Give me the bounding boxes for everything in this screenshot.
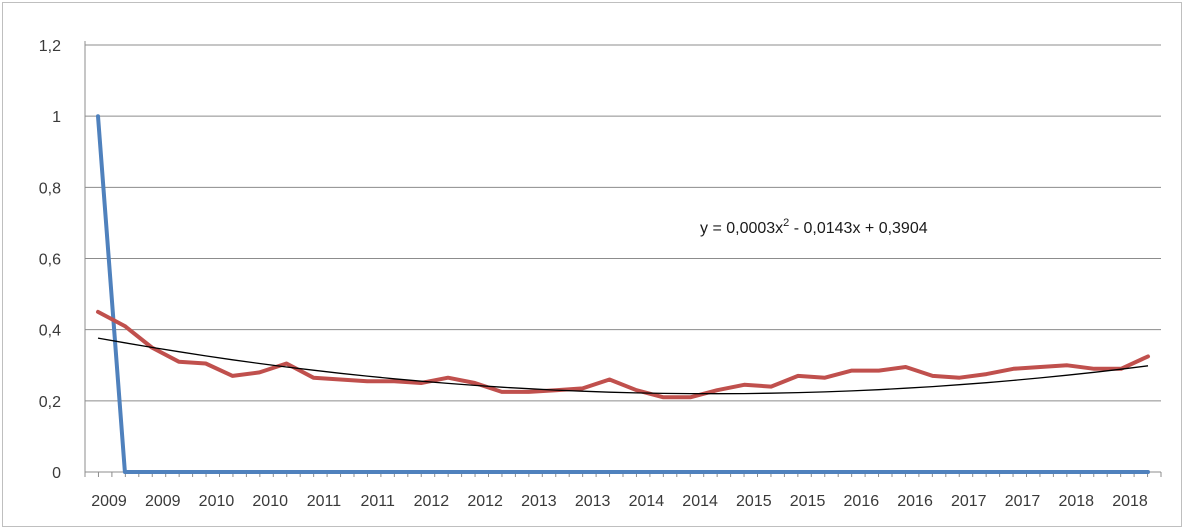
x-axis-tick-labels: 2009 2009 2010 2010 2011 2011 2012 2012 2013 2013… xyxy=(91,493,1148,510)
x-tick-label: 2012 xyxy=(467,493,503,510)
x-tick-label: 2018 xyxy=(1058,493,1094,510)
y-tick-label: 0 xyxy=(52,465,61,482)
x-tick-label: 2016 xyxy=(844,493,880,510)
trendline xyxy=(97,337,1149,395)
x-tick-label: 2017 xyxy=(951,493,987,510)
x-tick-label: 2013 xyxy=(521,493,557,510)
trendline-equation-lhs: y = 0,0003x xyxy=(700,220,783,237)
x-tick-label: 2015 xyxy=(790,493,826,510)
y-tick-label: 0,8 xyxy=(39,180,61,197)
plot-series xyxy=(96,114,1150,474)
series-line xyxy=(96,114,1150,474)
y-tick-label: 0,4 xyxy=(39,323,61,340)
x-tick-label: 2015 xyxy=(736,493,772,510)
trendline-equation-rhs: - 0,0143x + 0,3904 xyxy=(789,220,927,237)
chart-svg: 00,20,40,60,811,2 2009 2009 2010 2010 2011 20… xyxy=(39,38,1162,510)
x-tick-label: 2016 xyxy=(897,493,933,510)
x-tick-label: 2014 xyxy=(682,493,718,510)
x-tick-label: 2009 xyxy=(91,493,127,510)
x-tick-label: 2012 xyxy=(414,493,450,510)
x-tick-label: 2014 xyxy=(629,493,665,510)
x-tick-label: 2011 xyxy=(307,493,342,510)
trendline-equation: y = 0,0003x2 - 0,0143x + 0,3904 xyxy=(700,217,928,237)
x-tick-label: 2009 xyxy=(145,493,181,510)
x-tick-label: 2013 xyxy=(575,493,611,510)
y-tick-label: 1 xyxy=(52,109,61,126)
x-tick-label: 2010 xyxy=(252,493,288,510)
series-line xyxy=(96,309,1150,400)
y-tick-label: 1,2 xyxy=(39,38,61,55)
x-tick-label: 2018 xyxy=(1112,493,1148,510)
x-tick-label: 2010 xyxy=(199,493,235,510)
y-axis-tick-labels: 0 0,2 0,4 0,6 0,8 1 1,2 xyxy=(39,38,61,482)
x-tick-label: 2011 xyxy=(360,493,395,510)
trendline-equation-exponent: 2 xyxy=(783,217,789,229)
y-tick-label: 0,6 xyxy=(39,252,61,269)
gridlines xyxy=(85,44,1161,402)
x-tick-label: 2017 xyxy=(1005,493,1041,510)
y-tick-label: 0,2 xyxy=(39,394,61,411)
